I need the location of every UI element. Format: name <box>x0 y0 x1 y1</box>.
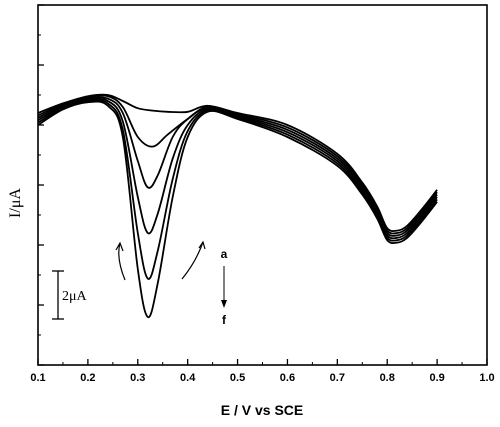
y-axis <box>38 4 44 366</box>
series-line-e <box>37 99 438 280</box>
trend-arrowhead <box>221 300 227 308</box>
series-line-d <box>37 97 438 240</box>
scan-direction-arrow-left <box>118 242 126 281</box>
x-axis-title: E / V vs SCE <box>221 402 303 418</box>
scan-direction-arrowhead-right <box>198 240 206 250</box>
series-line-b <box>37 94 438 235</box>
x-tick-label: 0.2 <box>80 372 95 384</box>
x-tick-label: 0.1 <box>30 372 45 384</box>
x-tick-label: 0.8 <box>380 372 395 384</box>
x-tick-label: 0.3 <box>130 372 145 384</box>
scale-bar-label: 2μA <box>62 289 88 304</box>
plot-curves <box>37 93 438 318</box>
scale-bar: 2μA <box>52 270 88 320</box>
series-line-f <box>37 100 438 318</box>
series-label-a: a <box>221 247 228 261</box>
x-tick-label: 0.7 <box>330 372 345 384</box>
plot-frame <box>37 4 488 366</box>
scan-direction-arrow-right <box>181 241 204 280</box>
x-tick-label: 0.6 <box>280 372 295 384</box>
x-tick-label: 0.5 <box>230 372 245 384</box>
x-tick-label: 1.0 <box>479 372 494 384</box>
x-tick-label: 0.4 <box>180 372 196 384</box>
x-tick-label: 0.9 <box>429 372 444 384</box>
scan-direction-arrowhead-left <box>115 241 124 252</box>
x-axis: 0.1 0.2 0.3 0.4 0.5 0.6 0.7 0.8 0.9 1.0 <box>30 359 495 384</box>
y-axis-title: I/μA <box>7 188 24 218</box>
series-line-c <box>37 96 438 237</box>
series-label-f: f <box>222 313 227 327</box>
